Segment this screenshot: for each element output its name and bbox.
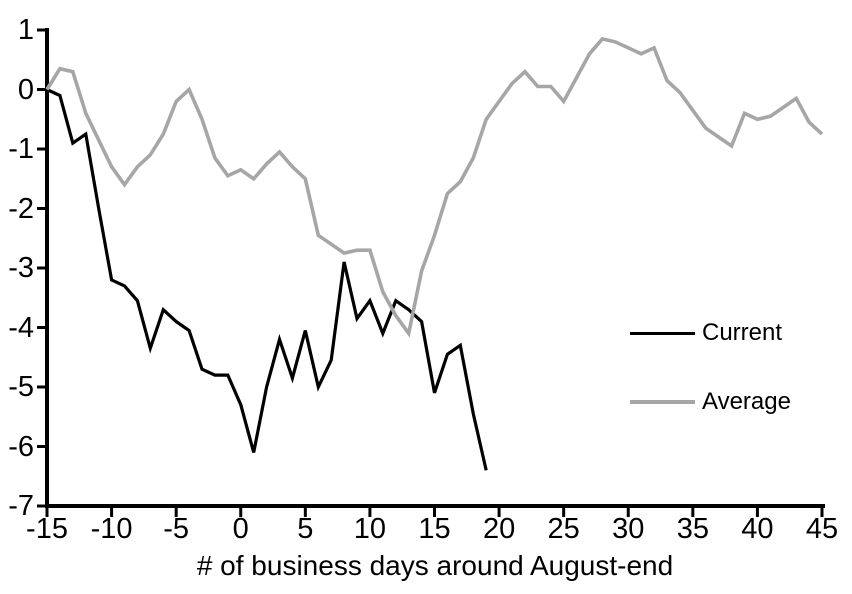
x-tick-label: 25 <box>547 513 580 545</box>
x-tick-label: 30 <box>612 513 645 545</box>
y-tick-label: -4 <box>8 311 34 344</box>
legend-label-average: Average <box>702 388 791 415</box>
x-tick-label: -10 <box>90 513 133 545</box>
average-line-swatch <box>630 400 695 404</box>
current-line-swatch <box>630 331 695 335</box>
y-tick-label: -2 <box>8 192 34 225</box>
x-tick-label: 20 <box>482 513 516 545</box>
x-tick-label: 45 <box>805 513 839 545</box>
x-tick-label: 40 <box>741 513 774 545</box>
y-tick-label: -5 <box>8 371 34 403</box>
average-line <box>45 36 824 338</box>
y-tick-label: -3 <box>8 252 34 284</box>
legend-item-current: Current <box>630 319 782 347</box>
x-tick-label: 10 <box>353 513 387 545</box>
x-axis-title: # of business days around August-end <box>196 550 674 581</box>
x-tick-label: 5 <box>297 513 314 545</box>
y-tick-label: -6 <box>8 430 34 463</box>
x-tick-label: 35 <box>676 513 709 545</box>
x-tick-label: -15 <box>26 513 68 545</box>
legend-item-average: Average <box>630 388 791 416</box>
x-tick-label: -5 <box>163 513 190 545</box>
y-tick-label: 1 <box>17 14 34 46</box>
x-tick-label: 0 <box>232 513 249 545</box>
legend-label-current: Current <box>702 319 783 346</box>
x-tick-label: 15 <box>418 513 451 545</box>
y-tick-label: -1 <box>8 133 34 165</box>
y-tick-label: -7 <box>8 490 34 522</box>
y-tick-label: 0 <box>17 73 34 106</box>
